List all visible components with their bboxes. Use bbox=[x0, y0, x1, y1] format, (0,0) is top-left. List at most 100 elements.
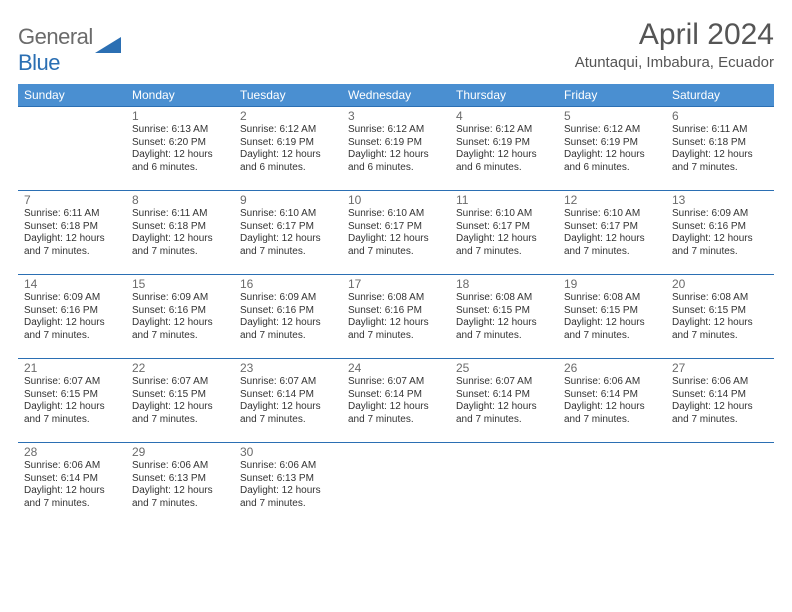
calendar-cell bbox=[666, 443, 774, 527]
sunset-text: Sunset: 6:16 PM bbox=[24, 305, 120, 318]
logo-blue: Blue bbox=[18, 50, 60, 75]
sunrise-text: Sunrise: 6:12 AM bbox=[564, 124, 660, 137]
calendar-cell: 23Sunrise: 6:07 AMSunset: 6:14 PMDayligh… bbox=[234, 359, 342, 443]
sunrise-text: Sunrise: 6:11 AM bbox=[672, 124, 768, 137]
day-number: 14 bbox=[24, 277, 120, 291]
sunrise-text: Sunrise: 6:12 AM bbox=[348, 124, 444, 137]
day-number: 22 bbox=[132, 361, 228, 375]
sunset-text: Sunset: 6:18 PM bbox=[132, 221, 228, 234]
calendar-cell: 29Sunrise: 6:06 AMSunset: 6:13 PMDayligh… bbox=[126, 443, 234, 527]
calendar-cell: 16Sunrise: 6:09 AMSunset: 6:16 PMDayligh… bbox=[234, 275, 342, 359]
sunrise-text: Sunrise: 6:10 AM bbox=[240, 208, 336, 221]
daylight-text-2: and 6 minutes. bbox=[564, 162, 660, 175]
sunset-text: Sunset: 6:14 PM bbox=[24, 473, 120, 486]
calendar-cell: 1Sunrise: 6:13 AMSunset: 6:20 PMDaylight… bbox=[126, 107, 234, 191]
calendar-cell: 7Sunrise: 6:11 AMSunset: 6:18 PMDaylight… bbox=[18, 191, 126, 275]
calendar-cell: 21Sunrise: 6:07 AMSunset: 6:15 PMDayligh… bbox=[18, 359, 126, 443]
day-number: 4 bbox=[456, 109, 552, 123]
sunrise-text: Sunrise: 6:10 AM bbox=[348, 208, 444, 221]
daylight-text-2: and 7 minutes. bbox=[240, 414, 336, 427]
daylight-text-2: and 7 minutes. bbox=[348, 330, 444, 343]
sunset-text: Sunset: 6:15 PM bbox=[564, 305, 660, 318]
calendar-cell: 12Sunrise: 6:10 AMSunset: 6:17 PMDayligh… bbox=[558, 191, 666, 275]
daylight-text-1: Daylight: 12 hours bbox=[24, 317, 120, 330]
calendar-row: 28Sunrise: 6:06 AMSunset: 6:14 PMDayligh… bbox=[18, 443, 774, 527]
daylight-text-1: Daylight: 12 hours bbox=[132, 401, 228, 414]
daylight-text-1: Daylight: 12 hours bbox=[240, 485, 336, 498]
sunset-text: Sunset: 6:16 PM bbox=[672, 221, 768, 234]
day-number: 27 bbox=[672, 361, 768, 375]
calendar-cell: 22Sunrise: 6:07 AMSunset: 6:15 PMDayligh… bbox=[126, 359, 234, 443]
calendar-cell: 14Sunrise: 6:09 AMSunset: 6:16 PMDayligh… bbox=[18, 275, 126, 359]
logo-general: General bbox=[18, 24, 93, 49]
daylight-text-2: and 7 minutes. bbox=[348, 246, 444, 259]
calendar-cell: 18Sunrise: 6:08 AMSunset: 6:15 PMDayligh… bbox=[450, 275, 558, 359]
calendar-cell: 4Sunrise: 6:12 AMSunset: 6:19 PMDaylight… bbox=[450, 107, 558, 191]
daylight-text-1: Daylight: 12 hours bbox=[672, 149, 768, 162]
daylight-text-1: Daylight: 12 hours bbox=[564, 149, 660, 162]
sunset-text: Sunset: 6:16 PM bbox=[132, 305, 228, 318]
daylight-text-1: Daylight: 12 hours bbox=[348, 233, 444, 246]
calendar-cell: 20Sunrise: 6:08 AMSunset: 6:15 PMDayligh… bbox=[666, 275, 774, 359]
daylight-text-1: Daylight: 12 hours bbox=[348, 149, 444, 162]
sunset-text: Sunset: 6:14 PM bbox=[240, 389, 336, 402]
calendar-cell: 5Sunrise: 6:12 AMSunset: 6:19 PMDaylight… bbox=[558, 107, 666, 191]
daylight-text-2: and 7 minutes. bbox=[564, 246, 660, 259]
daylight-text-1: Daylight: 12 hours bbox=[456, 233, 552, 246]
calendar-cell: 3Sunrise: 6:12 AMSunset: 6:19 PMDaylight… bbox=[342, 107, 450, 191]
day-number: 29 bbox=[132, 445, 228, 459]
sunset-text: Sunset: 6:19 PM bbox=[456, 137, 552, 150]
day-number: 7 bbox=[24, 193, 120, 207]
daylight-text-1: Daylight: 12 hours bbox=[24, 401, 120, 414]
calendar-row: 1Sunrise: 6:13 AMSunset: 6:20 PMDaylight… bbox=[18, 107, 774, 191]
daylight-text-1: Daylight: 12 hours bbox=[240, 401, 336, 414]
calendar-cell: 9Sunrise: 6:10 AMSunset: 6:17 PMDaylight… bbox=[234, 191, 342, 275]
sunset-text: Sunset: 6:17 PM bbox=[456, 221, 552, 234]
sunset-text: Sunset: 6:16 PM bbox=[240, 305, 336, 318]
daylight-text-1: Daylight: 12 hours bbox=[348, 401, 444, 414]
header: General Blue April 2024 Atuntaqui, Imbab… bbox=[18, 18, 774, 76]
calendar-cell: 19Sunrise: 6:08 AMSunset: 6:15 PMDayligh… bbox=[558, 275, 666, 359]
sunset-text: Sunset: 6:19 PM bbox=[564, 137, 660, 150]
day-number: 18 bbox=[456, 277, 552, 291]
sunset-text: Sunset: 6:17 PM bbox=[240, 221, 336, 234]
calendar-cell: 11Sunrise: 6:10 AMSunset: 6:17 PMDayligh… bbox=[450, 191, 558, 275]
sunrise-text: Sunrise: 6:07 AM bbox=[240, 376, 336, 389]
day-number: 9 bbox=[240, 193, 336, 207]
calendar-table: Sunday Monday Tuesday Wednesday Thursday… bbox=[18, 84, 774, 527]
daylight-text-1: Daylight: 12 hours bbox=[456, 317, 552, 330]
sunrise-text: Sunrise: 6:06 AM bbox=[24, 460, 120, 473]
location-subtitle: Atuntaqui, Imbabura, Ecuador bbox=[575, 54, 774, 71]
daylight-text-2: and 7 minutes. bbox=[456, 414, 552, 427]
daylight-text-1: Daylight: 12 hours bbox=[24, 485, 120, 498]
daylight-text-1: Daylight: 12 hours bbox=[132, 317, 228, 330]
sunset-text: Sunset: 6:15 PM bbox=[132, 389, 228, 402]
daylight-text-2: and 6 minutes. bbox=[132, 162, 228, 175]
title-block: April 2024 Atuntaqui, Imbabura, Ecuador bbox=[575, 18, 774, 71]
sunrise-text: Sunrise: 6:09 AM bbox=[132, 292, 228, 305]
sunset-text: Sunset: 6:18 PM bbox=[24, 221, 120, 234]
daylight-text-2: and 7 minutes. bbox=[672, 246, 768, 259]
calendar-cell: 8Sunrise: 6:11 AMSunset: 6:18 PMDaylight… bbox=[126, 191, 234, 275]
weekday-header: Tuesday bbox=[234, 84, 342, 107]
sunrise-text: Sunrise: 6:11 AM bbox=[132, 208, 228, 221]
daylight-text-1: Daylight: 12 hours bbox=[456, 149, 552, 162]
daylight-text-1: Daylight: 12 hours bbox=[564, 401, 660, 414]
sunrise-text: Sunrise: 6:07 AM bbox=[132, 376, 228, 389]
sunset-text: Sunset: 6:15 PM bbox=[456, 305, 552, 318]
calendar-cell: 24Sunrise: 6:07 AMSunset: 6:14 PMDayligh… bbox=[342, 359, 450, 443]
daylight-text-2: and 7 minutes. bbox=[672, 162, 768, 175]
calendar-cell: 28Sunrise: 6:06 AMSunset: 6:14 PMDayligh… bbox=[18, 443, 126, 527]
daylight-text-2: and 7 minutes. bbox=[132, 246, 228, 259]
sunrise-text: Sunrise: 6:06 AM bbox=[240, 460, 336, 473]
sunrise-text: Sunrise: 6:12 AM bbox=[240, 124, 336, 137]
daylight-text-2: and 7 minutes. bbox=[456, 246, 552, 259]
day-number: 10 bbox=[348, 193, 444, 207]
day-number: 21 bbox=[24, 361, 120, 375]
sunrise-text: Sunrise: 6:07 AM bbox=[24, 376, 120, 389]
calendar-cell: 13Sunrise: 6:09 AMSunset: 6:16 PMDayligh… bbox=[666, 191, 774, 275]
day-number: 23 bbox=[240, 361, 336, 375]
sunset-text: Sunset: 6:17 PM bbox=[348, 221, 444, 234]
calendar-cell: 10Sunrise: 6:10 AMSunset: 6:17 PMDayligh… bbox=[342, 191, 450, 275]
day-number: 2 bbox=[240, 109, 336, 123]
